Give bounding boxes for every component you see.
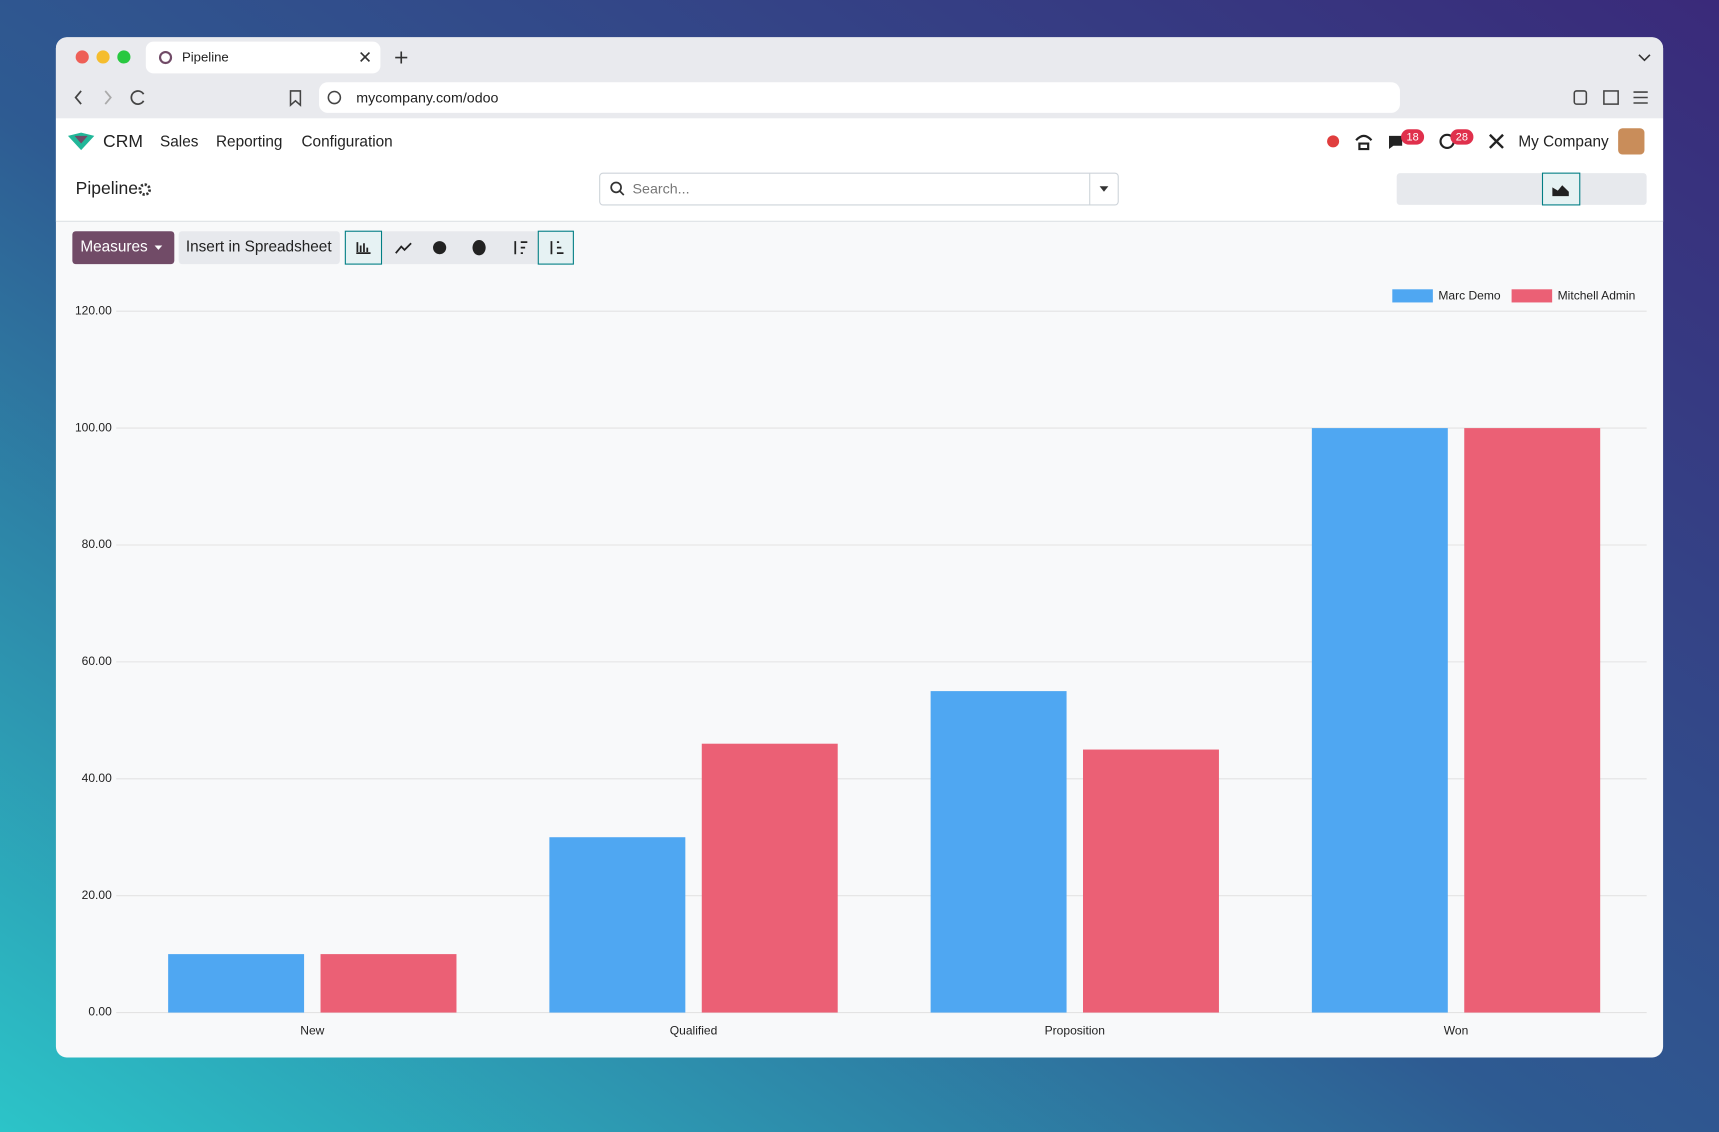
insert-button[interactable] bbox=[178, 231, 340, 265]
new-tab[interactable] bbox=[395, 51, 408, 64]
caret bbox=[154, 245, 163, 250]
tab-icon bbox=[158, 50, 173, 65]
legend-swatch bbox=[1511, 289, 1553, 303]
tab-list[interactable] bbox=[1638, 54, 1651, 62]
messages[interactable] bbox=[1389, 135, 1403, 150]
menu-item[interactable]: Sales bbox=[160, 134, 199, 151]
y-tick-label: 20.00 bbox=[82, 888, 112, 902]
bookmark[interactable] bbox=[289, 90, 302, 107]
avatar[interactable] bbox=[1618, 128, 1645, 155]
menu-item[interactable]: Configuration bbox=[301, 134, 392, 151]
app-name[interactable]: CRM bbox=[103, 131, 143, 151]
chart-mode-buttons[interactable] bbox=[345, 231, 574, 265]
graph-view-icon bbox=[1552, 185, 1569, 197]
pie-icon bbox=[433, 241, 447, 255]
bar bbox=[168, 954, 305, 1013]
bar bbox=[1464, 428, 1601, 1013]
url: mycompany.com/odoo bbox=[356, 90, 498, 106]
stack-icon bbox=[472, 239, 486, 256]
bar bbox=[1083, 749, 1219, 1013]
view-buttons[interactable] bbox=[1396, 173, 1647, 205]
search-toggle[interactable] bbox=[1099, 186, 1109, 192]
y-tick-label: 120.00 bbox=[75, 303, 112, 317]
debug[interactable] bbox=[1489, 133, 1504, 149]
y-tick-label: 100.00 bbox=[75, 420, 112, 434]
y-tick-label: 80.00 bbox=[82, 537, 112, 551]
tab[interactable] bbox=[145, 41, 381, 74]
insert-label: Insert in Spreadsheet bbox=[186, 239, 332, 256]
company[interactable]: My Company bbox=[1518, 134, 1609, 151]
y-tick-label: 40.00 bbox=[82, 771, 112, 785]
badge-text: 28 bbox=[1456, 131, 1468, 143]
asc-icon bbox=[514, 241, 528, 255]
window bbox=[55, 37, 1664, 1058]
search-box[interactable] bbox=[599, 172, 1119, 206]
desc-icon bbox=[550, 241, 564, 255]
back[interactable] bbox=[74, 90, 82, 105]
badge-text: 18 bbox=[1406, 131, 1418, 143]
legend-label: Marc Demo bbox=[1438, 289, 1501, 303]
reload[interactable] bbox=[130, 90, 145, 105]
y-tick-label: 0.00 bbox=[88, 1005, 112, 1019]
min-dot[interactable] bbox=[96, 50, 110, 64]
close-dot[interactable] bbox=[75, 50, 89, 64]
app-logo-inner bbox=[74, 135, 88, 144]
navbar bbox=[55, 118, 1664, 167]
x-tick-label: New bbox=[300, 1023, 324, 1037]
bar bbox=[549, 837, 686, 1013]
badge bbox=[1450, 129, 1474, 145]
line-icon bbox=[395, 242, 412, 254]
phone[interactable] bbox=[1355, 134, 1373, 151]
site-info[interactable] bbox=[327, 90, 342, 105]
tab-close[interactable] bbox=[360, 52, 371, 62]
x-tick-label: Won bbox=[1444, 1023, 1469, 1037]
descending-active[interactable] bbox=[537, 230, 574, 265]
bar-mode-active[interactable] bbox=[344, 230, 383, 265]
breadcrumb: Pipeline bbox=[76, 178, 138, 198]
search-icon-handle bbox=[618, 190, 625, 196]
chart: 0.00 20.00 40.00 60.00 80.00 100.00 120.00 New Q… bbox=[75, 289, 1647, 1037]
view-switcher bbox=[1396, 172, 1647, 206]
x-tick-label: Proposition bbox=[1045, 1023, 1105, 1037]
max-dot[interactable] bbox=[117, 50, 131, 64]
y-tick-label: 60.00 bbox=[82, 654, 112, 668]
measures-label: Measures bbox=[80, 239, 148, 256]
gear[interactable] bbox=[138, 183, 152, 196]
address-bar[interactable] bbox=[319, 82, 1400, 113]
badge bbox=[1401, 129, 1425, 145]
bar bbox=[320, 954, 457, 1013]
forward[interactable] bbox=[104, 90, 112, 105]
menu-item[interactable]: Reporting bbox=[216, 134, 282, 151]
bar bbox=[930, 691, 1067, 1013]
sidebar[interactable] bbox=[1603, 90, 1619, 105]
measures-button[interactable] bbox=[72, 231, 175, 265]
bar bbox=[1311, 428, 1448, 1013]
tab-title: Pipeline bbox=[182, 50, 229, 65]
x-tick-label: Qualified bbox=[670, 1023, 718, 1037]
bar-icon bbox=[356, 242, 371, 255]
legend-label: Mitchell Admin bbox=[1558, 289, 1636, 303]
search-icon bbox=[610, 181, 622, 194]
menu[interactable] bbox=[1633, 91, 1648, 104]
legend-swatch bbox=[1392, 289, 1433, 303]
bar bbox=[701, 743, 838, 1013]
search-placeholder: Search... bbox=[633, 181, 690, 197]
extensions[interactable] bbox=[1573, 90, 1588, 105]
recording[interactable] bbox=[1327, 135, 1340, 148]
